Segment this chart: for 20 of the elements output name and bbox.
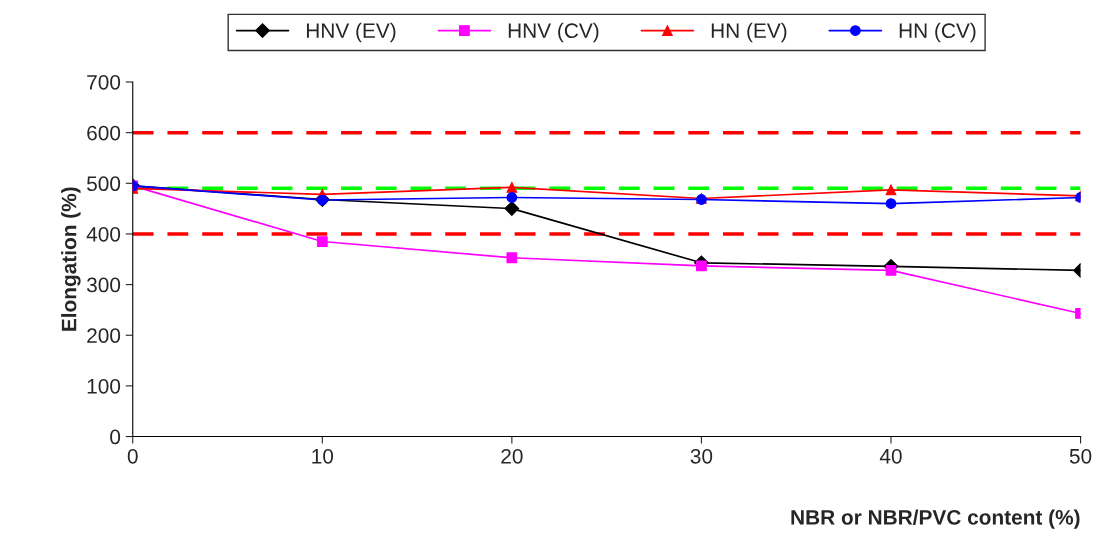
x-tick-label: 50 bbox=[1069, 448, 1092, 464]
y-tick-label: 500 bbox=[87, 176, 121, 192]
y-tick-label: 400 bbox=[86, 226, 121, 242]
y-tick-label: 700 bbox=[87, 74, 121, 90]
x-tick-label: 40 bbox=[879, 448, 902, 464]
x-axis-title: NBR or NBR/PVC content (%) bbox=[791, 509, 1080, 529]
legend-label: HNV (EV) bbox=[306, 22, 396, 43]
legend-label: HN (CV) bbox=[899, 22, 976, 43]
y-tick-label: 300 bbox=[86, 277, 121, 293]
y-tick-label: 600 bbox=[87, 125, 121, 141]
legend-label: HN (EV) bbox=[711, 22, 787, 43]
y-tick-label: 200 bbox=[87, 328, 121, 343]
y-tick-label: 0 bbox=[110, 429, 121, 445]
legend-label: HNV (CV) bbox=[508, 22, 599, 43]
x-tick-label: 0 bbox=[127, 448, 138, 464]
x-tick-label: 20 bbox=[501, 448, 523, 464]
y-axis-title: Elongation (%) bbox=[61, 187, 81, 331]
y-tick-label: 100 bbox=[87, 378, 121, 394]
x-tick-label: 10 bbox=[312, 448, 334, 464]
x-tick-label: 30 bbox=[690, 448, 713, 464]
